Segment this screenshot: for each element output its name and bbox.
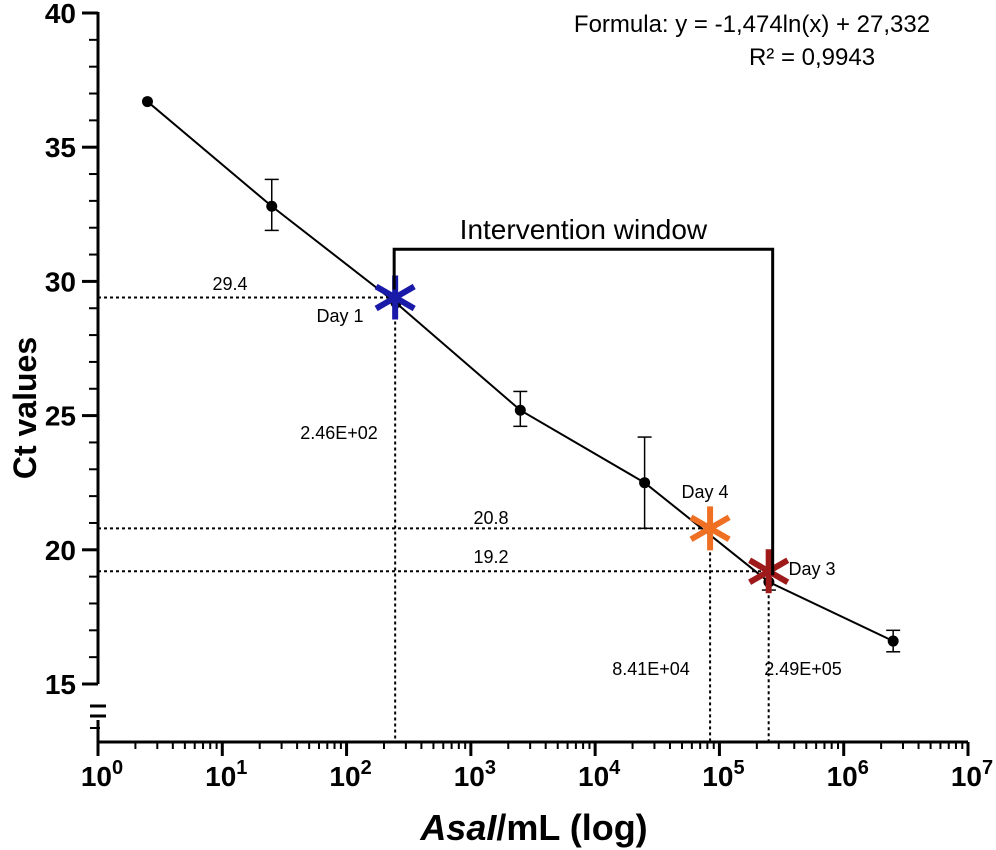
x-tick-exponent: 0 (112, 757, 123, 779)
x-tick-base: 10 (81, 761, 112, 792)
x-tick-label: 104 (578, 757, 621, 792)
x-tick-base: 10 (578, 761, 609, 792)
r-squared-text: R² = 0,9943 (749, 44, 875, 71)
day-marker-asterisk (689, 506, 731, 551)
day-marker-asterisk (748, 549, 790, 594)
data-point (266, 200, 278, 212)
intervention-window-label: Intervention window (460, 214, 708, 245)
day-label: Day 3 (788, 559, 835, 579)
x-value-label: 8.41E+04 (612, 659, 690, 679)
day-label: Day 1 (316, 306, 363, 326)
asterisk-stroke (374, 283, 416, 312)
x-tick-exponent: 2 (361, 757, 372, 779)
y-axis-title: Ct values (7, 337, 43, 479)
y-tick-label: 20 (45, 535, 76, 566)
intervention-window-bracket (392, 247, 775, 576)
data-point (514, 404, 526, 416)
x-tick-exponent: 5 (733, 757, 744, 779)
x-value-label: 2.46E+02 (300, 423, 378, 443)
x-tick-exponent: 6 (858, 757, 869, 779)
x-tick-label: 106 (827, 757, 869, 792)
y-tick-label: 40 (45, 0, 76, 29)
x-tick-base: 10 (951, 761, 982, 792)
y-value-label: 29.4 (212, 274, 247, 294)
y-value-label: 19.2 (473, 547, 508, 567)
x-tick-label: 103 (454, 757, 496, 792)
y-value-label: 20.8 (473, 508, 508, 528)
y-tick-label: 15 (45, 669, 76, 700)
intervention-window: Intervention window (392, 214, 775, 576)
x-tick-exponent: 7 (982, 757, 993, 779)
x-tick-base: 10 (827, 761, 858, 792)
data-series (141, 96, 901, 653)
guide-lines: 29.4 2.46E+02 20.8 8.41E+04 19.2 2.49E+05 (98, 274, 842, 742)
x-tick-base: 10 (329, 761, 360, 792)
y-tick-label: 30 (45, 266, 76, 297)
day-markers: Day 1 Day 4 Day 3 (316, 275, 836, 594)
y-tick-label: 25 (45, 401, 76, 432)
x-tick-exponent: 1 (236, 757, 247, 779)
x-axis-title-rest: /mL (log) (496, 807, 647, 848)
data-point (141, 96, 153, 108)
asterisk-stroke (748, 557, 790, 585)
x-tick-base: 10 (454, 761, 485, 792)
x-tick-exponent: 3 (485, 757, 496, 779)
y-tick-label: 35 (45, 132, 76, 163)
x-tick-exponent: 4 (609, 757, 621, 779)
data-point (887, 635, 899, 647)
fit-line (146, 100, 894, 642)
x-tick-label: 102 (329, 757, 371, 792)
x-axis-title-italic: AsaI (419, 807, 497, 848)
data-point (639, 477, 651, 489)
x-tick-label: 101 (205, 757, 247, 792)
x-tick-label: 100 (81, 757, 123, 792)
x-axis-title: AsaI/mL (log) (419, 807, 647, 848)
x-tick-label: 105 (702, 757, 744, 792)
asterisk-stroke (689, 514, 731, 542)
formula-text: Formula: y = -1,474ln(x) + 27,332 (574, 11, 930, 38)
x-tick-base: 10 (205, 761, 236, 792)
x-tick-label: 107 (951, 757, 993, 792)
x-tick-base: 10 (702, 761, 733, 792)
x-value-label: 2.49E+05 (764, 659, 842, 679)
day-label: Day 4 (681, 482, 728, 502)
